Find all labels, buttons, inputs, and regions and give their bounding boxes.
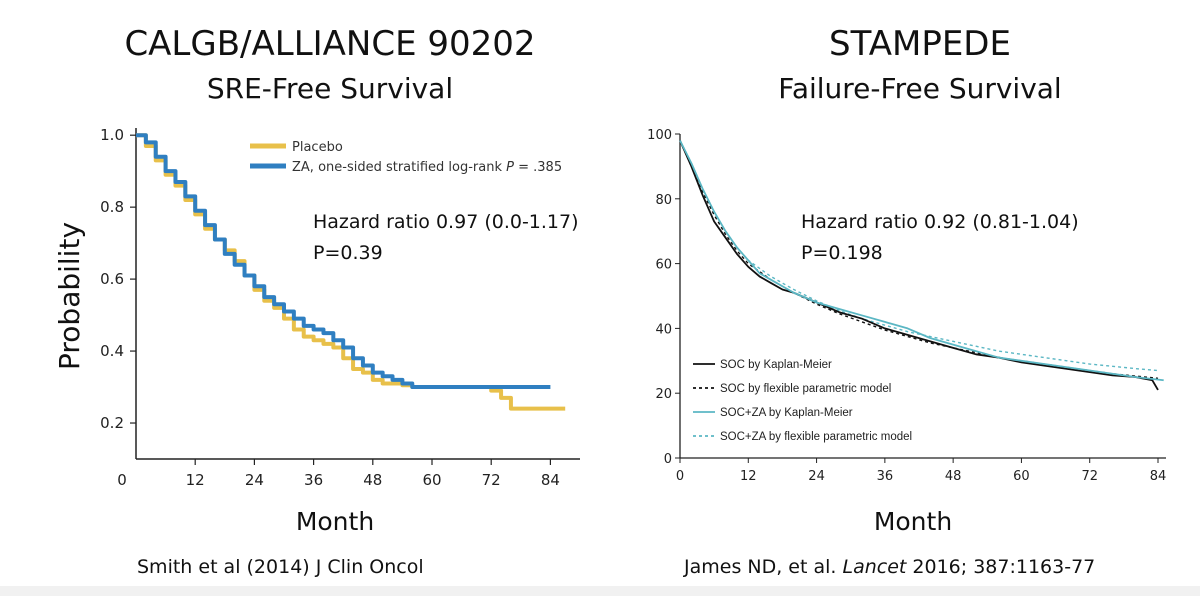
- right-x-tick-label: 12: [740, 469, 757, 484]
- right-y-tick-label: 60: [655, 258, 672, 273]
- left-x-tick-label: 24: [245, 471, 264, 489]
- left-x-tick-label: 12: [186, 471, 205, 489]
- left-annotation-line: P=0.39: [313, 242, 383, 264]
- right-y-tick-label: 80: [655, 193, 672, 208]
- right-legend-label: SOC+ZA by Kaplan-Meier: [720, 407, 853, 419]
- left-annotation-line: Hazard ratio 0.97 (0.0-1.17): [313, 211, 579, 233]
- bottom-bar: [0, 586, 1200, 596]
- left-chart-subtitle: SRE-Free Survival: [206, 72, 454, 105]
- right-series-soc-km: [679, 140, 1159, 391]
- right-y-tick-label: 100: [647, 128, 672, 143]
- left-series-za: [136, 133, 551, 390]
- right-y-tick-label: 0: [664, 452, 672, 467]
- right-annotation-line: Hazard ratio 0.92 (0.81-1.04): [801, 211, 1079, 233]
- left-chart-panel: CALGB/ALLIANCE 90202 SRE-Free Survival 0…: [53, 24, 580, 578]
- right-citation: James ND, et al. Lancet 2016; 387:1163-7…: [684, 556, 1095, 578]
- left-x-tick-label: 60: [422, 471, 441, 489]
- right-annotation-line: P=0.198: [801, 242, 883, 264]
- left-x-tick-label: 36: [304, 471, 323, 489]
- right-x-tick-label: 84: [1150, 469, 1167, 484]
- right-x-tick-label: 24: [808, 469, 825, 484]
- right-chart-svg: 0 20 40 60 80 100 0 12 24 36 48 60 72 84 Month SOC by K…: [647, 128, 1167, 536]
- left-citation: Smith et al (2014) J Clin Oncol: [137, 556, 424, 578]
- right-citation-authors: James ND, et al.: [684, 556, 843, 578]
- right-x-axis-label: Month: [874, 507, 952, 536]
- left-x-tick-label: 72: [482, 471, 501, 489]
- right-citation-ref: 2016; 387:1163-77: [906, 556, 1096, 578]
- right-x-tick-label: 60: [1013, 469, 1030, 484]
- left-series-placebo: [136, 133, 566, 411]
- left-legend-label: Placebo: [292, 140, 343, 155]
- left-y-tick-label: 0.6: [100, 270, 124, 288]
- right-series-socza-model: [679, 140, 1159, 372]
- left-x-axis-label: Month: [296, 507, 374, 536]
- left-y-tick-label: 1.0: [100, 126, 124, 144]
- left-chart-title: CALGB/ALLIANCE 90202: [124, 24, 536, 64]
- right-x-tick-label: 0: [676, 469, 684, 484]
- left-x-tick-label: 0: [117, 471, 127, 489]
- right-x-tick-label: 72: [1081, 469, 1098, 484]
- left-y-tick-label: 0.2: [100, 414, 124, 432]
- left-x-tick-label: 48: [363, 471, 382, 489]
- left-chart-svg: 0.2 0.4 0.6 0.8 1.0 0 12 24 36 48 60 72 84 Month Proba…: [53, 126, 580, 536]
- right-legend-label: SOC+ZA by flexible parametric model: [720, 431, 912, 443]
- right-series-soc-model: [679, 140, 1159, 379]
- right-x-tick-label: 36: [877, 469, 894, 484]
- left-legend-label: ZA, one-sided stratified log-rank P = .3…: [292, 160, 562, 175]
- right-citation-journal: Lancet: [842, 556, 907, 578]
- right-legend-label: SOC by Kaplan-Meier: [720, 359, 832, 371]
- left-y-tick-label: 0.8: [100, 198, 124, 216]
- right-chart-title: STAMPEDE: [829, 24, 1011, 64]
- right-legend-label: SOC by flexible parametric model: [720, 383, 891, 395]
- left-y-axis-label: Probability: [53, 222, 86, 370]
- right-y-tick-label: 40: [655, 322, 672, 337]
- right-y-tick-label: 20: [655, 387, 672, 402]
- left-y-tick-label: 0.4: [100, 342, 124, 360]
- right-x-tick-label: 48: [945, 469, 962, 484]
- right-chart-panel: STAMPEDE Failure-Free Survival 0 20 40 60 80…: [600, 0, 1200, 596]
- right-chart-subtitle: Failure-Free Survival: [778, 72, 1062, 105]
- left-x-tick-label: 84: [541, 471, 560, 489]
- right-series-socza-km: [679, 140, 1164, 382]
